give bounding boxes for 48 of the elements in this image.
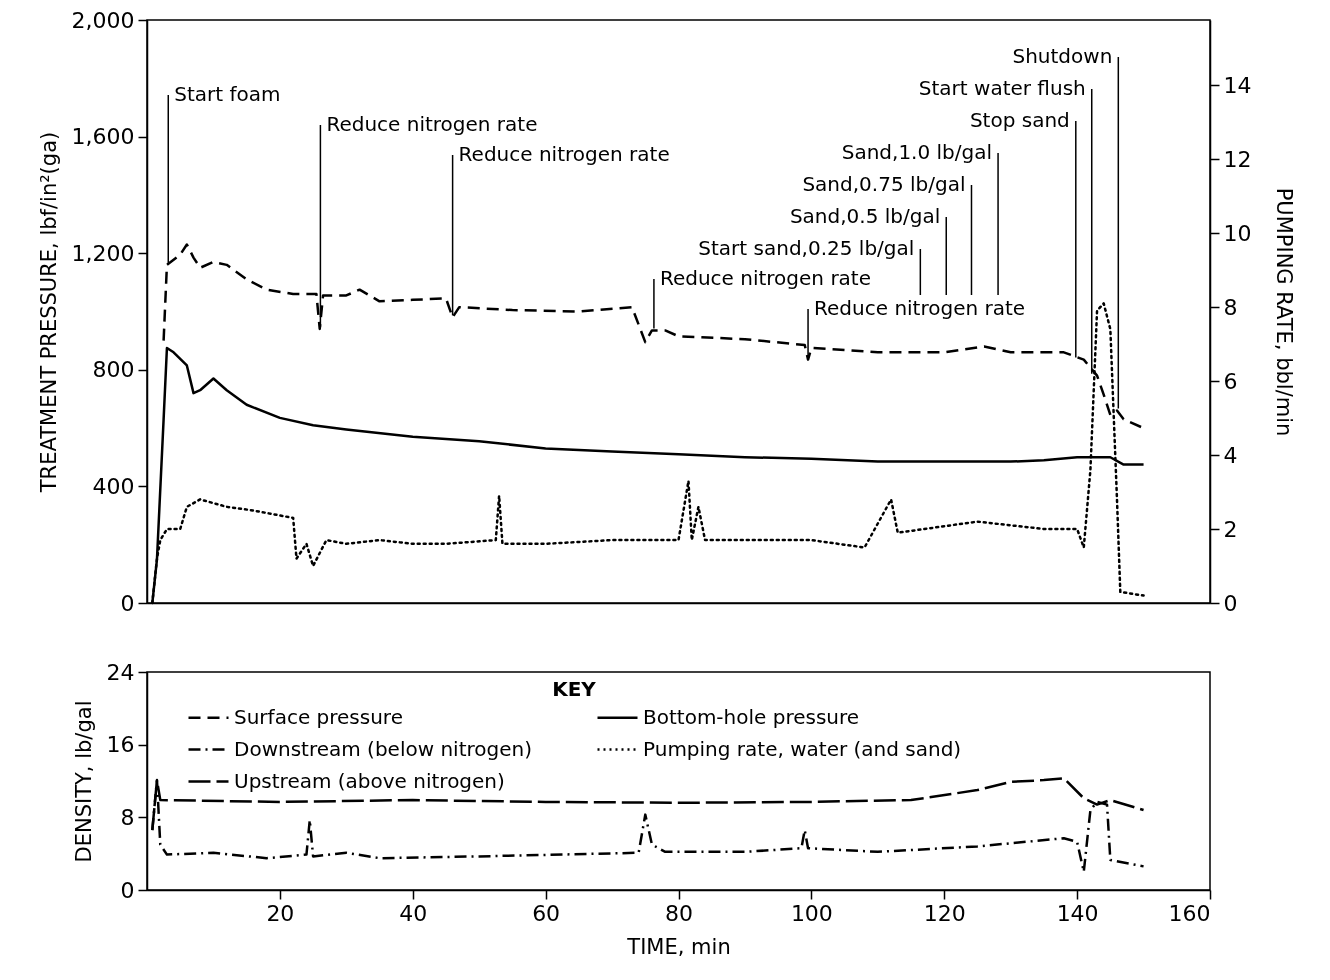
y-tick-label: 16 [106,732,135,758]
x-tick-label: 100 [790,900,833,926]
y-tick-label: 800 [92,357,135,383]
ref-line-label: Sand,0.75 lb/gal [802,172,966,196]
y-tick-label: 400 [92,473,135,499]
ref-line-label: Sand,1.0 lb/gal [841,140,993,164]
ref-line-label: Start foam [174,82,281,106]
ref-line-label: Stop sand [969,108,1070,132]
x-tick-label: 80 [665,900,693,926]
x-tick-label: 120 [923,900,966,926]
y2-tick-label: 6 [1223,368,1238,394]
y2-tick-label: 4 [1223,442,1238,468]
ref-line-label: Reduce nitrogen rate [458,142,670,166]
y-tick-label: 1,600 [71,124,135,150]
x-tick-label: 20 [266,900,295,926]
ref-line-label: Reduce nitrogen rate [659,266,872,290]
y-tick-label: 2,000 [71,7,135,33]
ref-line-label: Start water flush [918,76,1086,100]
ref-line-label: Sand,0.5 lb/gal [789,204,941,228]
y2-tick-label: 12 [1223,146,1252,172]
ref-line-label: Start sand,0.25 lb/gal [698,236,915,260]
text: Bottom-hole pressure [643,704,860,729]
y-tick-label: 8 [120,804,135,830]
y2-tick-label: 2 [1223,516,1238,542]
y2-tick-label: 10 [1223,220,1252,246]
ref-line-label: Reduce nitrogen rate [326,112,538,136]
ref-line-label: Shutdown [1012,44,1113,68]
x-axis-title: TIME, min [626,934,731,959]
y-tick-label: 0 [120,877,135,903]
text: Pumping rate, water (and sand) [643,736,962,761]
y2-axis-title: PUMPING RATE, bbl/min [1272,187,1297,437]
y-tick-label: 0 [120,590,135,616]
y-axis-title: TREATMENT PRESSURE, lbf/in²(ga) [36,131,61,494]
text: Surface pressure [234,704,403,729]
x-tick-label: 160 [1168,900,1211,926]
x-tick-label: 60 [532,900,561,926]
legend-title: KEY [552,677,597,701]
ref-line-label: Reduce nitrogen rate [814,296,1026,320]
legend-label: Downstream (below nitrogen) [234,736,532,761]
y-tick-label: 24 [106,659,135,685]
y2-tick-label: 14 [1223,72,1252,98]
y2-tick-label: 8 [1223,294,1238,320]
y-axis-title: DENSITY, lb/gal [71,700,96,863]
y2-tick-label: 0 [1223,590,1238,616]
y-tick-label: 1,200 [71,240,135,266]
x-tick-label: 140 [1056,900,1099,926]
x-tick-label: 40 [399,900,428,926]
legend-label: Upstream (above nitrogen) [234,768,505,793]
